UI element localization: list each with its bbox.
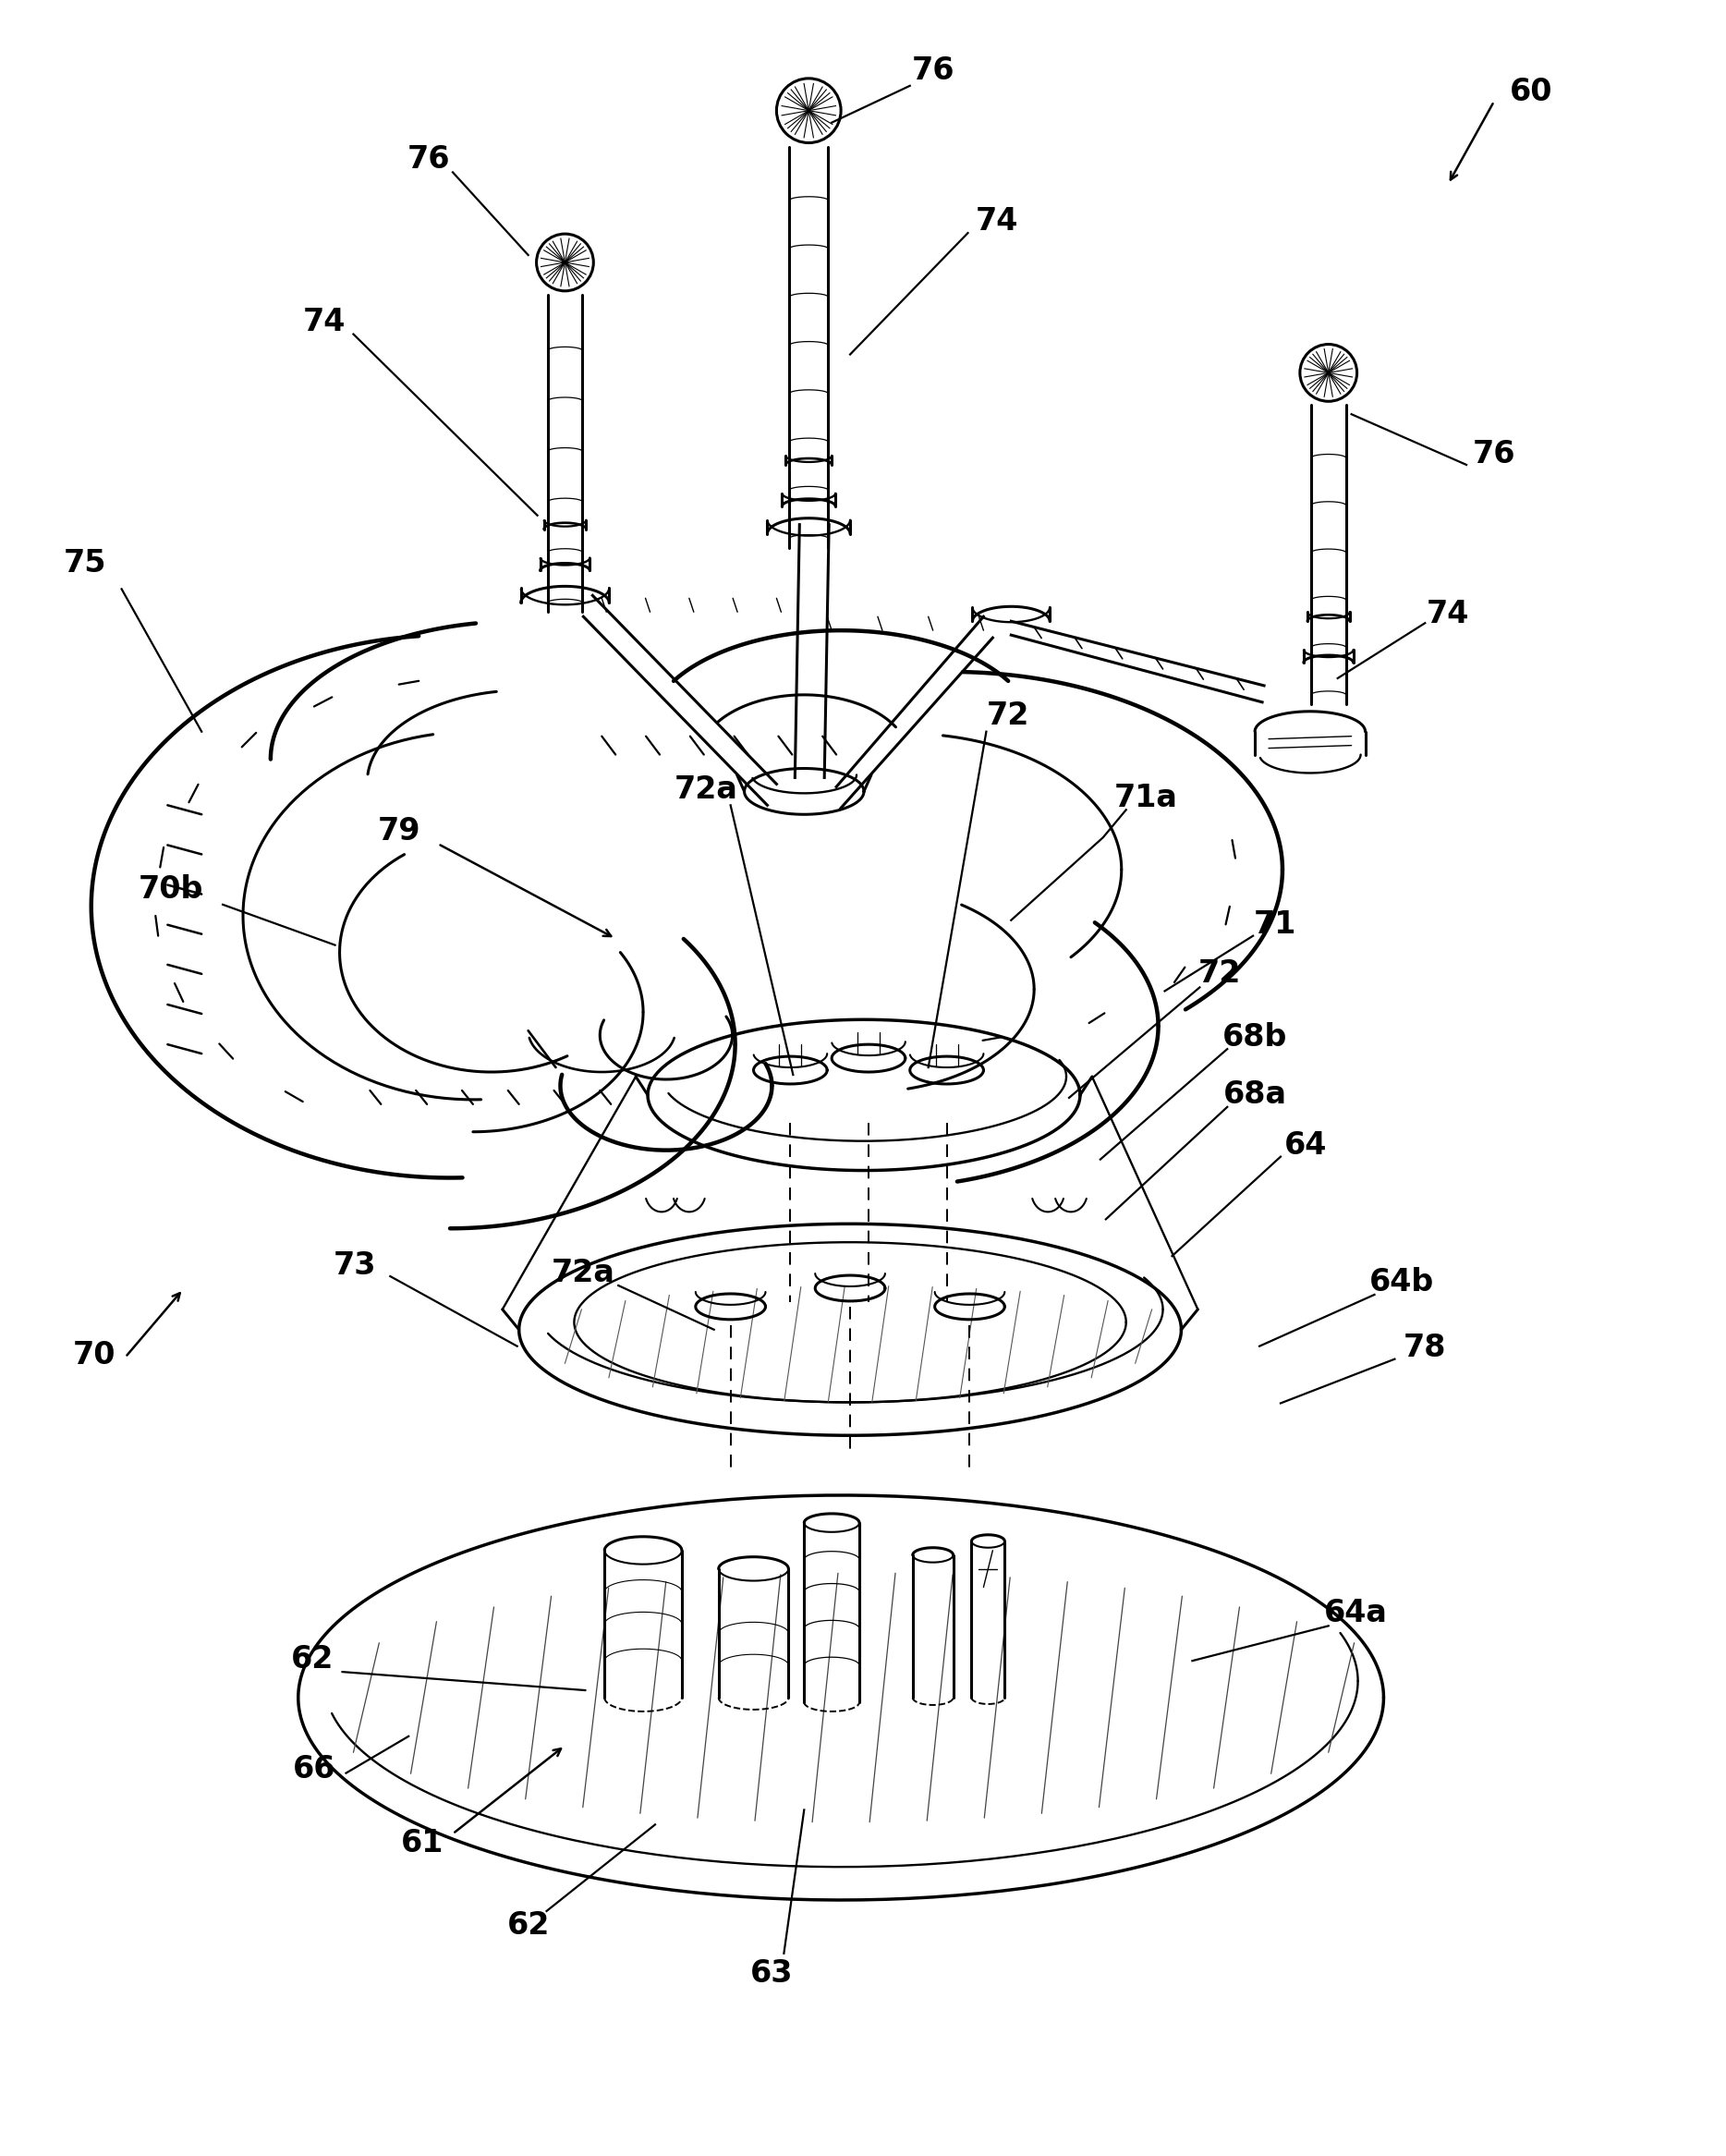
- Text: 62: 62: [507, 1910, 549, 1940]
- Text: 66: 66: [292, 1755, 335, 1785]
- Text: 71: 71: [1253, 910, 1296, 940]
- Text: 74: 74: [302, 306, 345, 338]
- Text: 64a: 64a: [1324, 1598, 1388, 1628]
- Text: 63: 63: [751, 1958, 794, 1988]
- Text: 79: 79: [378, 815, 421, 845]
- Text: 75: 75: [64, 548, 107, 578]
- Text: 74: 74: [1427, 599, 1469, 630]
- Text: 64b: 64b: [1370, 1266, 1434, 1298]
- Text: 72: 72: [987, 701, 1030, 731]
- Text: 62: 62: [290, 1643, 333, 1675]
- Text: 61: 61: [400, 1828, 444, 1858]
- Text: 60: 60: [1509, 78, 1552, 108]
- Text: 70b: 70b: [138, 875, 204, 906]
- Text: 76: 76: [407, 144, 450, 175]
- Text: 76: 76: [1472, 438, 1515, 470]
- Text: 70: 70: [72, 1341, 116, 1371]
- Text: 76: 76: [911, 56, 954, 86]
- Text: 71a: 71a: [1115, 783, 1179, 813]
- Text: 72a: 72a: [673, 774, 737, 804]
- Text: 72a: 72a: [552, 1257, 614, 1287]
- Text: 72: 72: [1198, 957, 1241, 990]
- Text: 78: 78: [1403, 1332, 1446, 1363]
- Text: 68a: 68a: [1224, 1080, 1288, 1110]
- Text: 68b: 68b: [1222, 1022, 1288, 1052]
- Text: 74: 74: [975, 205, 1018, 237]
- Text: 73: 73: [333, 1250, 376, 1281]
- Text: 64: 64: [1284, 1130, 1327, 1160]
